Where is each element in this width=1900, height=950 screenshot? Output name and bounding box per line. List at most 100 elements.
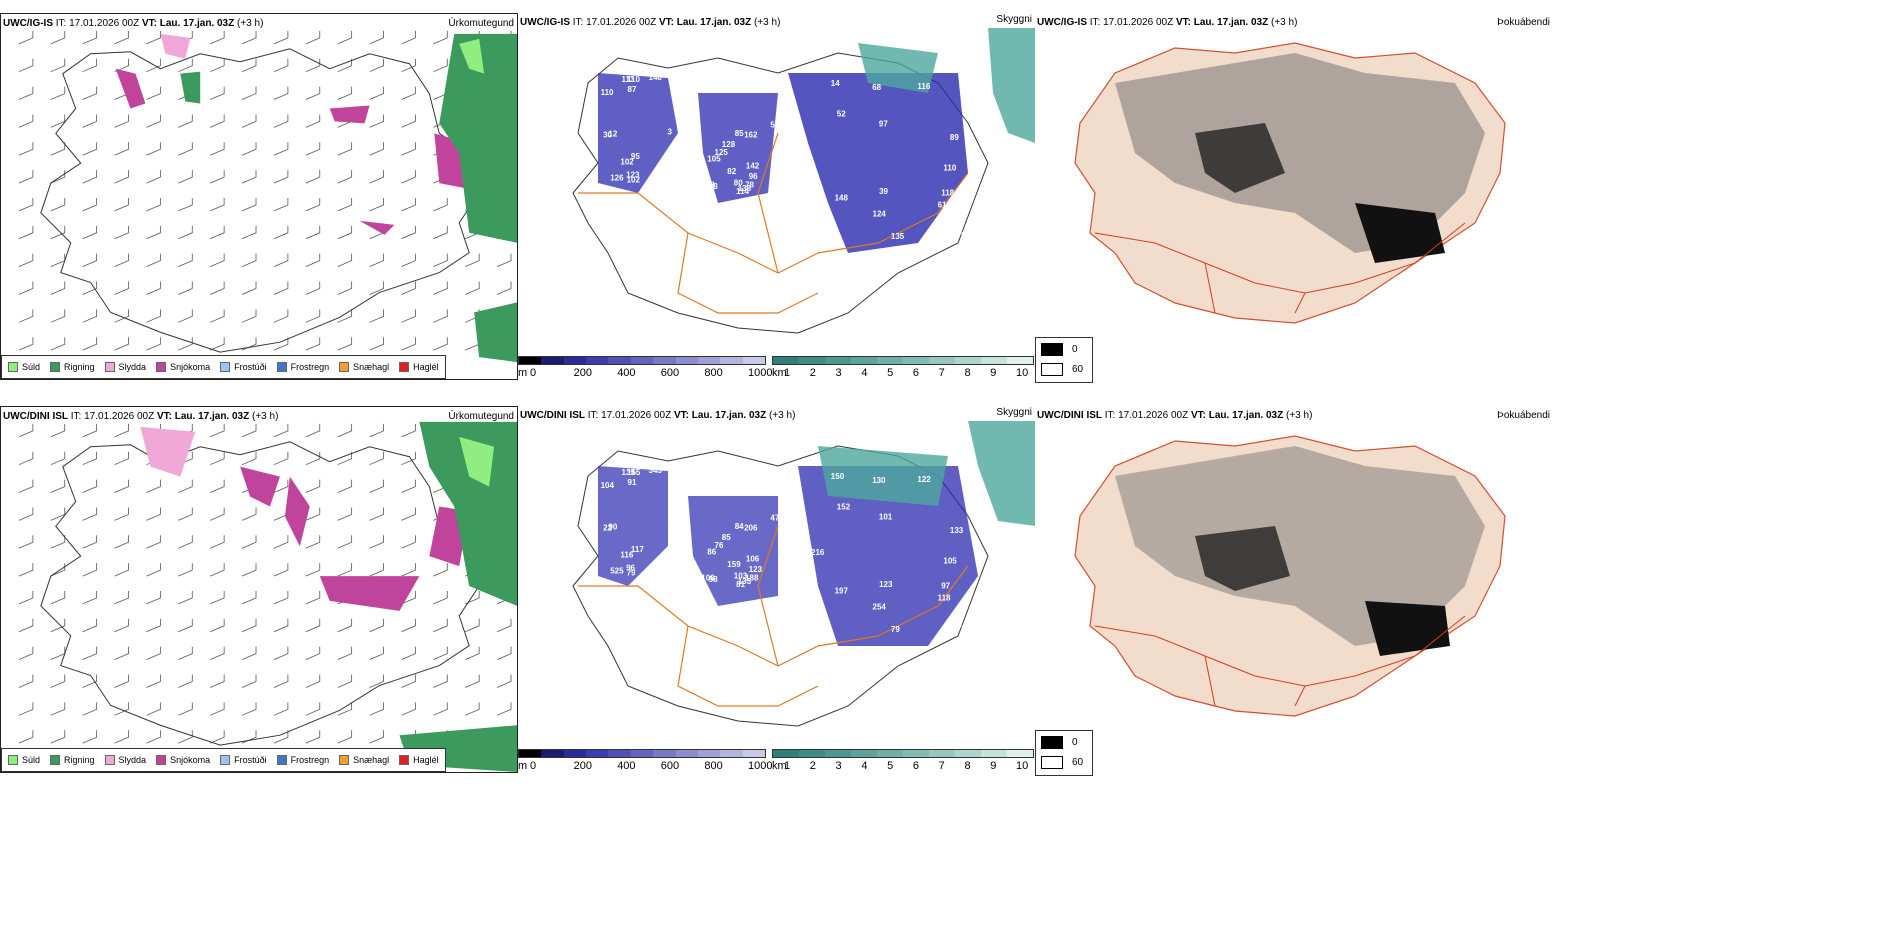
wind-barb bbox=[178, 114, 193, 128]
wind-barb bbox=[369, 170, 384, 184]
visibility-value-label: 102 bbox=[961, 624, 975, 633]
visibility-value-label: 130 bbox=[872, 476, 886, 485]
colorbar-tick: 1000 bbox=[748, 760, 773, 772]
wind-barb bbox=[401, 197, 416, 212]
wind-barb bbox=[82, 563, 98, 577]
wind-barb bbox=[241, 507, 257, 521]
colorbar-segment bbox=[608, 357, 631, 364]
wind-barb bbox=[82, 730, 98, 744]
wind-barb bbox=[433, 646, 448, 660]
it-value: 17.01.2026 00Z bbox=[601, 410, 672, 421]
wind-barb bbox=[241, 170, 257, 184]
colorbar-segment bbox=[563, 750, 587, 757]
colorbar-segment bbox=[929, 357, 955, 364]
colorbar-segment bbox=[541, 357, 564, 364]
visibility-value-label: 96 bbox=[626, 564, 635, 573]
wind-barb bbox=[178, 142, 193, 156]
legend-label: Frostregn bbox=[290, 362, 330, 372]
visibility-value-label: 80 bbox=[734, 179, 743, 188]
wind-barb bbox=[337, 337, 353, 351]
fog-legend-low: 0 bbox=[1072, 344, 1078, 355]
wind-barb bbox=[146, 702, 161, 716]
wind-barb bbox=[305, 618, 321, 633]
it-label: IT: bbox=[70, 411, 82, 422]
visibility-value-label: 78 bbox=[745, 181, 754, 190]
wind-barb bbox=[210, 142, 225, 156]
colorbar-tick: 1 bbox=[784, 760, 791, 772]
wind-barb bbox=[18, 253, 34, 267]
visibility-value-label: 97 bbox=[941, 581, 950, 590]
wind-barb bbox=[433, 618, 448, 633]
visibility-value-label: 89 bbox=[664, 554, 673, 563]
wind-barb bbox=[82, 618, 98, 633]
colorbar-tick: 400 bbox=[617, 367, 636, 379]
fog-legend-high: 60 bbox=[1072, 757, 1084, 768]
visibility-value-label: 113 bbox=[622, 75, 635, 84]
drizzle-area bbox=[459, 436, 495, 487]
legend-swatch bbox=[276, 755, 287, 765]
wind-barb bbox=[305, 170, 321, 184]
wind-barb bbox=[433, 58, 448, 73]
vt-label: VT: bbox=[1175, 17, 1191, 28]
wind-barb bbox=[50, 142, 66, 156]
colorbar-segment bbox=[519, 357, 542, 364]
visibility-value-label: 162 bbox=[744, 131, 758, 140]
legend-item: Frostregn bbox=[276, 755, 329, 765]
wind-barb bbox=[273, 646, 289, 660]
visibility-value-label: 133 bbox=[950, 526, 964, 535]
visibility-value-label: 118 bbox=[941, 188, 954, 197]
colorbar-segment bbox=[1007, 357, 1033, 364]
visibility-value-label: 105 bbox=[707, 155, 721, 164]
visibility-value-label: 107 bbox=[659, 561, 673, 570]
wind-barb bbox=[401, 423, 416, 438]
wind-barb bbox=[305, 281, 321, 295]
wind-barb bbox=[401, 451, 416, 466]
visibility-value-label: 95 bbox=[631, 152, 640, 161]
legend-item: Snjókoma bbox=[156, 362, 210, 372]
fog-legend-row2: 0 60 bbox=[1035, 730, 1093, 776]
road-network bbox=[578, 132, 969, 314]
wind-barb bbox=[241, 86, 257, 100]
colorbar-m-row2: m 0 200 400 600 800 1000 bbox=[518, 749, 772, 773]
wind-barb bbox=[114, 646, 129, 660]
legend-swatch bbox=[50, 755, 61, 765]
legend-item: Haglél bbox=[399, 362, 439, 372]
colorbar-segment bbox=[903, 750, 929, 757]
visibility-value-label: 52 bbox=[837, 110, 846, 119]
visibility-value-label: 123 bbox=[626, 171, 640, 180]
wind-barb bbox=[369, 253, 384, 267]
it-label: IT: bbox=[55, 18, 67, 29]
visibility-value-label: 102 bbox=[620, 157, 634, 166]
wind-barb bbox=[305, 58, 321, 73]
wind-barb bbox=[465, 281, 480, 295]
wind-barb bbox=[273, 170, 289, 184]
wind-barb bbox=[305, 646, 321, 660]
wind-barb bbox=[114, 535, 129, 549]
visibility-value-label: 56 bbox=[668, 521, 677, 530]
it-value: 17.01.2026 00Z bbox=[84, 411, 155, 422]
wind-barb bbox=[210, 337, 225, 351]
panel-title: Þokuábendi bbox=[1497, 410, 1550, 421]
visibility-value-label: 142 bbox=[746, 162, 760, 171]
wind-barb bbox=[50, 337, 66, 351]
wind-barb bbox=[369, 58, 384, 73]
wind-barb bbox=[178, 281, 193, 295]
wind-barb bbox=[50, 451, 66, 466]
wind-barb bbox=[401, 646, 416, 660]
wind-barb bbox=[401, 337, 416, 351]
offset: (+3 h) bbox=[252, 411, 279, 422]
wind-barb bbox=[146, 618, 161, 633]
visibility-value-label: 79 bbox=[627, 569, 636, 578]
wind-barb bbox=[337, 309, 353, 323]
snow-area bbox=[240, 466, 280, 507]
wind-barb bbox=[241, 423, 257, 438]
colorbar-segment bbox=[519, 750, 542, 757]
wind-barb bbox=[114, 253, 129, 267]
wind-barb bbox=[114, 507, 129, 521]
wind-barb bbox=[273, 114, 289, 128]
colorbar-segment bbox=[697, 357, 721, 364]
wind-barb bbox=[210, 646, 225, 660]
wind-barb bbox=[18, 479, 34, 493]
wind-barb bbox=[241, 225, 257, 240]
snow-area bbox=[329, 105, 370, 124]
